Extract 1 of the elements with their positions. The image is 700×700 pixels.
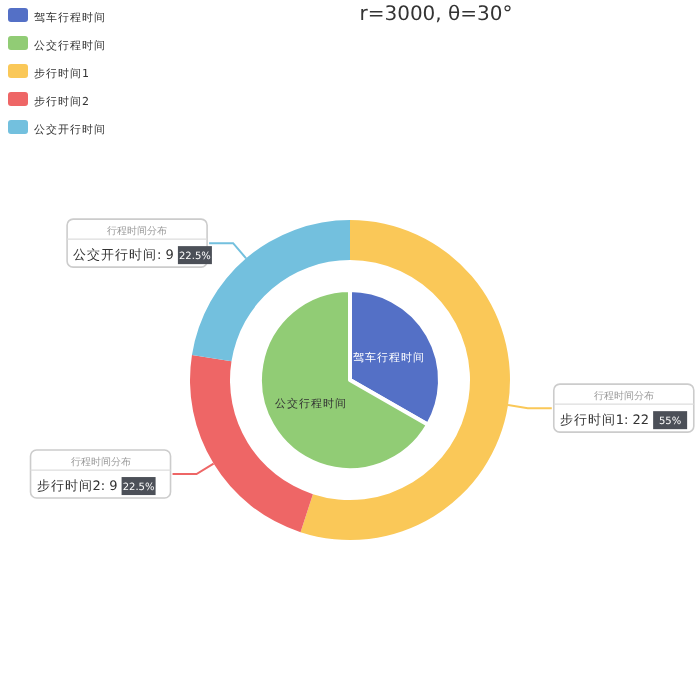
- chart-title: r=3000, θ=30°: [359, 4, 513, 26]
